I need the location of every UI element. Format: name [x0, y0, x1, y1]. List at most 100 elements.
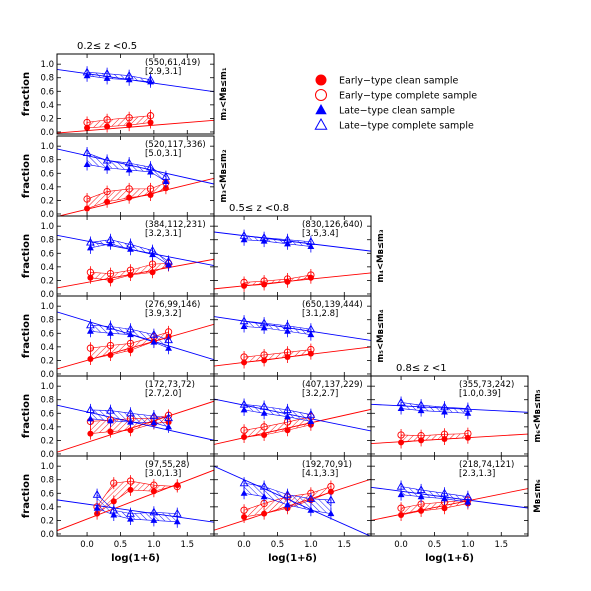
late-fit-line: [57, 311, 214, 361]
panel: 0.0 0.2 0.4 0.6 0.8 1.0 fraction (276,99,146)[3…: [21, 295, 215, 380]
late_clean-point: [103, 164, 111, 171]
early_clean-point: [261, 357, 268, 364]
late_clean-point: [165, 261, 172, 268]
early_clean-point: [307, 274, 314, 281]
legend-label: Early−type complete sample: [339, 91, 477, 102]
early_clean-point: [284, 278, 291, 285]
early_clean-point: [126, 122, 133, 129]
panel: 0.0 0.2 0.4 0.6 0.8 1.0 fraction 0.0 0.5 1.0 1.5 lo…: [21, 455, 215, 564]
late_clean-point: [127, 245, 134, 252]
late_clean-point: [260, 237, 268, 244]
panel-counts: (172,73,72): [145, 380, 195, 390]
early-fit-line: [57, 258, 214, 289]
panel: 0.0 0.5 1.0 1.5 log(1+δ) (218,74,121)[2.3,1.3…: [370, 455, 529, 564]
late_clean-point: [149, 251, 156, 258]
x-tick-label: 0.5: [114, 540, 128, 550]
late_complete-point: [283, 489, 292, 498]
y-tick-label: 0.6: [40, 409, 54, 419]
panel-counts: (276,99,146): [145, 300, 200, 310]
panel: 0.0 0.5 1.0 1.5 log(1+δ) (192,70,91)[4.1,3.3]: [213, 455, 372, 564]
late_clean-point: [127, 418, 134, 425]
panel-frame: [56, 53, 215, 135]
legend-marker: [315, 104, 327, 115]
early_clean-point: [87, 430, 94, 437]
late-fit-line: [57, 499, 214, 523]
panel-counts: (407,137,229): [302, 380, 363, 390]
y-tick-label: 0.8: [40, 316, 54, 326]
x-tick-label: 1.5: [181, 540, 195, 550]
panel-ratio: [1.0,0.39]: [459, 389, 501, 399]
y-axis-label: fraction: [21, 72, 32, 116]
late_clean-point: [150, 516, 158, 523]
early-fit-line: [57, 400, 214, 453]
late_clean-point: [125, 76, 133, 83]
early-fit-line: [371, 433, 528, 445]
late_clean-point: [83, 160, 91, 167]
late_complete-point: [86, 405, 95, 414]
late_clean-point: [307, 331, 315, 338]
y-tick-label: 0.0: [40, 128, 54, 138]
late_clean-point: [147, 168, 154, 175]
late_clean-point: [127, 515, 134, 522]
y-tick-label: 0.8: [40, 236, 54, 246]
late-fit-line: [57, 68, 214, 93]
early_clean-point: [107, 277, 114, 284]
late_clean-point: [103, 74, 111, 81]
x-tick-label: 1.5: [338, 540, 352, 550]
early-fit-line: [214, 272, 371, 290]
early_clean-point: [307, 350, 314, 357]
panel-ratio: [3.9,3.2]: [145, 309, 181, 319]
early_clean-point: [464, 434, 471, 441]
panel-counts: (218,74,121): [459, 460, 514, 470]
late_complete-point: [92, 489, 102, 498]
legend-label: Early−type clean sample: [339, 76, 458, 87]
early_clean-point: [261, 431, 268, 438]
late-fit-line: [214, 316, 371, 341]
y-axis-label: fraction: [21, 314, 32, 358]
panel: 0.0 0.2 0.4 0.6 0.8 1.0 fraction (384,112,231)[…: [21, 215, 215, 300]
early_clean-point: [162, 185, 169, 192]
early_clean-point: [87, 274, 94, 281]
late_clean-point: [464, 409, 472, 416]
late_clean-point: [260, 324, 268, 331]
late_clean-point: [284, 501, 291, 508]
early_clean-point: [104, 123, 111, 130]
early_clean-point: [107, 428, 114, 435]
panel: (650,139,444)[3.1,2.8]: [213, 295, 372, 377]
early_clean-point: [84, 124, 91, 131]
early_clean-point: [241, 282, 248, 289]
early_clean-point: [84, 205, 91, 212]
panel-counts: (384,112,231): [145, 220, 206, 230]
late_clean-point: [397, 404, 405, 412]
panel-ratio: [2.7,2.0]: [145, 389, 181, 399]
early_complete-point: [83, 195, 91, 203]
y-tick-label: 1.0: [40, 382, 54, 392]
y-tick-label: 0.2: [40, 196, 54, 206]
panel: (830,126,640)[3.5,3.4]: [213, 215, 372, 297]
early_complete-point: [86, 344, 95, 352]
redshift-label: 0.2≤ z <0.5: [77, 41, 137, 52]
x-tick-label: 0.0: [80, 540, 94, 550]
y-tick-label: 0.8: [40, 156, 54, 166]
y-tick-label: 0.4: [40, 263, 54, 273]
panel: (407,137,229)[3.2,2.7]: [213, 375, 372, 457]
late_clean-point: [284, 327, 291, 334]
early_clean-point: [87, 356, 94, 363]
legend-marker: [315, 74, 327, 86]
late_clean-point: [417, 493, 425, 500]
early_clean-point: [104, 198, 111, 205]
x-tick-label: 1.0: [147, 540, 161, 550]
y-tick-label: 0.0: [40, 370, 54, 380]
y-tick-label: 0.4: [40, 183, 54, 193]
legend-entry: Late−type clean sample: [315, 104, 455, 117]
early-band: [243, 416, 312, 438]
early-band: [90, 263, 169, 281]
panel-ratio: [3.2,3.1]: [145, 229, 181, 239]
x-axis-label: log(1+δ): [111, 553, 160, 564]
late_clean-point: [86, 415, 94, 422]
panel-ratio: [2.9,3.1]: [145, 67, 181, 77]
y-tick-label: 0.6: [40, 87, 54, 97]
legend-entry: Early−type complete sample: [315, 89, 477, 102]
legend: Early−type clean sample Early−type comple…: [314, 74, 477, 132]
late_clean-point: [327, 510, 335, 517]
